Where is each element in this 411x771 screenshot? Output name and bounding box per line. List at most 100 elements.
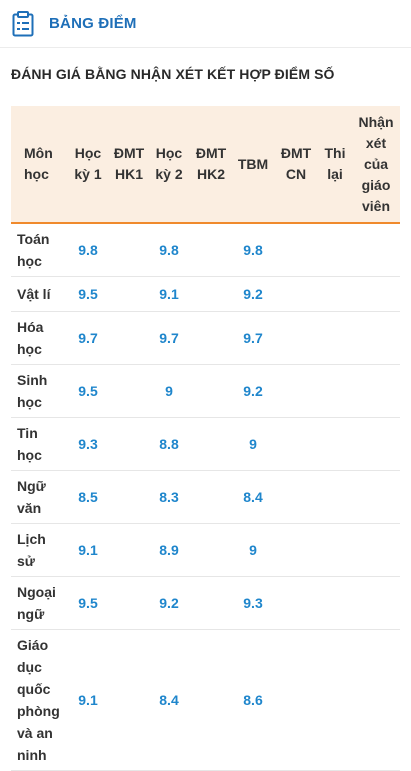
average-score: 8.4 xyxy=(232,470,274,524)
table-header-row: Môn học Học kỳ 1 ĐMT HK1 Học kỳ 2 ĐMT HK… xyxy=(11,106,400,224)
table-row: Hóa học 9.7 9.7 9.7 xyxy=(11,311,400,365)
retest-cell xyxy=(318,470,352,524)
teacher-comment-cell xyxy=(352,629,400,771)
dmt-hk2-cell xyxy=(190,364,232,418)
average-score: 9.8 xyxy=(232,223,274,277)
col-header-retest: Thi lại xyxy=(318,106,352,224)
app-header: BẢNG ĐIỂM xyxy=(0,0,411,48)
teacher-comment-cell xyxy=(352,276,400,312)
section-title: ĐÁNH GIÁ BẰNG NHẬN XÉT KẾT HỢP ĐIỂM SỐ xyxy=(0,48,411,140)
col-header-tbm: TBM xyxy=(232,106,274,224)
term1-score: 9.7 xyxy=(66,311,110,365)
dmt-hk1-cell xyxy=(110,311,148,365)
dmt-cn-cell xyxy=(274,276,318,312)
dmt-hk1-cell xyxy=(110,523,148,577)
term1-score: 9.5 xyxy=(66,364,110,418)
dmt-hk1-cell xyxy=(110,417,148,471)
table-row: Giáo dục quốc phòng và an ninh 9.1 8.4 8… xyxy=(11,629,400,771)
subject-cell: Giáo dục quốc phòng và an ninh xyxy=(11,629,66,771)
subject-cell: Ngữ văn xyxy=(11,470,66,524)
teacher-comment-cell xyxy=(352,364,400,418)
col-header-term1: Học kỳ 1 xyxy=(66,106,110,224)
dmt-hk1-cell xyxy=(110,470,148,524)
dmt-cn-cell xyxy=(274,523,318,577)
retest-cell xyxy=(318,276,352,312)
subject-cell: Lịch sử xyxy=(11,523,66,577)
table-row: Toán học 9.8 9.8 9.8 xyxy=(11,223,400,277)
teacher-comment-cell xyxy=(352,417,400,471)
dmt-hk1-cell xyxy=(110,364,148,418)
col-header-teacher-comment: Nhận xét của giáo viên xyxy=(352,106,400,224)
term1-score: 9.5 xyxy=(66,576,110,630)
table-row: Ngữ văn 8.5 8.3 8.4 xyxy=(11,470,400,524)
dmt-hk1-cell xyxy=(110,576,148,630)
teacher-comment-cell xyxy=(352,223,400,277)
col-header-subject: Môn học xyxy=(11,106,66,224)
table-row: Ngoại ngữ 9.5 9.2 9.3 xyxy=(11,576,400,630)
teacher-comment-cell xyxy=(352,470,400,524)
table-row: Lịch sử 9.1 8.9 9 xyxy=(11,523,400,577)
dmt-hk1-cell xyxy=(110,629,148,771)
term2-score: 9.8 xyxy=(148,223,190,277)
dmt-hk1-cell xyxy=(110,223,148,277)
term1-score: 8.5 xyxy=(66,470,110,524)
dmt-hk1-cell xyxy=(110,276,148,312)
retest-cell xyxy=(318,223,352,277)
subject-cell: Sinh học xyxy=(11,364,66,418)
page-title: BẢNG ĐIỂM xyxy=(49,15,137,32)
retest-cell xyxy=(318,311,352,365)
col-header-term2: Học kỳ 2 xyxy=(148,106,190,224)
term2-score: 8.9 xyxy=(148,523,190,577)
average-score: 8.6 xyxy=(232,629,274,771)
table-row: Tin học 9.3 8.8 9 xyxy=(11,417,400,471)
retest-cell xyxy=(318,629,352,771)
dmt-hk2-cell xyxy=(190,417,232,471)
term2-score: 8.8 xyxy=(148,417,190,471)
average-score: 9.2 xyxy=(232,276,274,312)
dmt-cn-cell xyxy=(274,417,318,471)
subject-cell: Tin học xyxy=(11,417,66,471)
grades-table: Môn học Học kỳ 1 ĐMT HK1 Học kỳ 2 ĐMT HK… xyxy=(11,106,400,771)
dmt-hk2-cell xyxy=(190,523,232,577)
table-row: Vật lí 9.5 9.1 9.2 xyxy=(11,276,400,312)
dmt-cn-cell xyxy=(274,629,318,771)
average-score: 9.3 xyxy=(232,576,274,630)
retest-cell xyxy=(318,523,352,577)
term1-score: 9.8 xyxy=(66,223,110,277)
dmt-hk2-cell xyxy=(190,576,232,630)
section-title-text: ĐÁNH GIÁ BẰNG NHẬN XÉT KẾT HỢP ĐIỂM SỐ xyxy=(11,66,335,82)
dmt-hk2-cell xyxy=(190,276,232,312)
term2-score: 8.4 xyxy=(148,629,190,771)
average-score: 9 xyxy=(232,523,274,577)
col-header-dmt-hk2: ĐMT HK2 xyxy=(190,106,232,224)
average-score: 9.7 xyxy=(232,311,274,365)
subject-cell: Hóa học xyxy=(11,311,66,365)
dmt-hk2-cell xyxy=(190,311,232,365)
dmt-cn-cell xyxy=(274,576,318,630)
col-header-dmt-cn: ĐMT CN xyxy=(274,106,318,224)
teacher-comment-cell xyxy=(352,311,400,365)
subject-cell: Vật lí xyxy=(11,276,66,312)
teacher-comment-cell xyxy=(352,576,400,630)
average-score: 9.2 xyxy=(232,364,274,418)
dmt-cn-cell xyxy=(274,364,318,418)
term1-score: 9.3 xyxy=(66,417,110,471)
term2-score: 9.7 xyxy=(148,311,190,365)
dmt-cn-cell xyxy=(274,311,318,365)
teacher-comment-cell xyxy=(352,523,400,577)
term1-score: 9.1 xyxy=(66,629,110,771)
retest-cell xyxy=(318,364,352,418)
term2-score: 9.2 xyxy=(148,576,190,630)
dmt-cn-cell xyxy=(274,223,318,277)
dmt-cn-cell xyxy=(274,470,318,524)
subject-cell: Toán học xyxy=(11,223,66,277)
table-row: Sinh học 9.5 9 9.2 xyxy=(11,364,400,418)
term2-score: 9 xyxy=(148,364,190,418)
term1-score: 9.5 xyxy=(66,276,110,312)
subject-cell: Ngoại ngữ xyxy=(11,576,66,630)
col-header-dmt-hk1: ĐMT HK1 xyxy=(110,106,148,224)
retest-cell xyxy=(318,576,352,630)
term2-score: 8.3 xyxy=(148,470,190,524)
dmt-hk2-cell xyxy=(190,223,232,277)
report-card-icon xyxy=(12,10,34,36)
